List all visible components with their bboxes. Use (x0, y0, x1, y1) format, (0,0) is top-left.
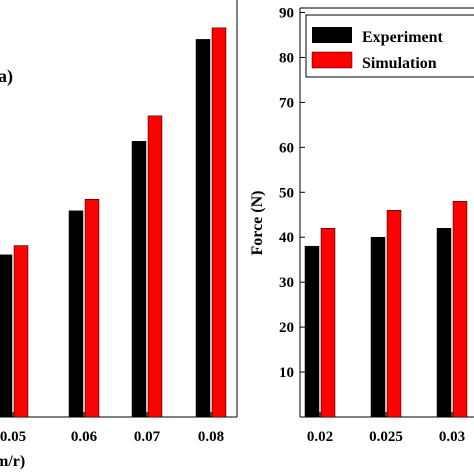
right-y-tick-label: 80 (279, 50, 294, 66)
left-x-tick-label: 0.06 (71, 429, 98, 445)
right-x-tick-label: 0.03 (439, 429, 465, 445)
left-bar-simulation-3 (211, 27, 227, 418)
legend-label-experiment: Experiment (362, 29, 444, 46)
right-y-tick-label: 40 (279, 230, 294, 246)
left-bar-simulation-1 (84, 198, 100, 418)
left-bar-experiment-1 (68, 210, 84, 418)
left-x-tick-label: 0.05 (0, 429, 26, 445)
legend: Experiment Simulation (305, 14, 474, 78)
right-y-tick-label: 70 (279, 95, 294, 111)
left-bar-simulation-0 (13, 245, 29, 418)
right-y-tick-label: 60 (279, 140, 294, 156)
right-y-axis-label: Force (N) (249, 191, 266, 256)
right-y-tick-label: 90 (279, 5, 294, 21)
legend-swatch-simulation (311, 51, 353, 69)
right-x-tick-label: 0.025 (369, 429, 403, 445)
right-y-tick-label: 50 (279, 185, 294, 201)
legend-label-simulation: Simulation (362, 55, 437, 72)
right-x-tick-label: 0.02 (307, 429, 333, 445)
right-y-tick-label: 30 (279, 275, 294, 291)
legend-swatch-experiment (312, 27, 352, 43)
left-bar-experiment-3 (195, 39, 211, 418)
right-bar-experiment-0 (304, 245, 320, 418)
left-bar-simulation-2 (147, 115, 163, 418)
left-bar-experiment-0 (0, 254, 13, 418)
right-bar-experiment-2 (436, 227, 452, 418)
right-bar-simulation-0 (320, 227, 336, 418)
left-panel: 0.05 0.06 0.07 0.08 a) m/r) (0, 0, 238, 470)
left-x-tick-label: 0.08 (198, 429, 224, 445)
left-x-axis-label: m/r) (0, 453, 25, 470)
right-bar-simulation-1 (386, 210, 402, 418)
right-bar-simulation-2 (452, 201, 468, 418)
right-bar-experiment-1 (370, 236, 386, 418)
left-panel-label: a) (0, 66, 13, 87)
right-y-tick-label: 10 (279, 365, 294, 381)
left-bar-experiment-2 (131, 141, 147, 418)
right-panel: 10 20 30 40 50 60 70 80 90 0.02 0.025 0.03 Force (… (249, 5, 474, 445)
left-x-tick-label: 0.07 (134, 429, 161, 445)
right-y-tick-label: 20 (279, 320, 294, 336)
